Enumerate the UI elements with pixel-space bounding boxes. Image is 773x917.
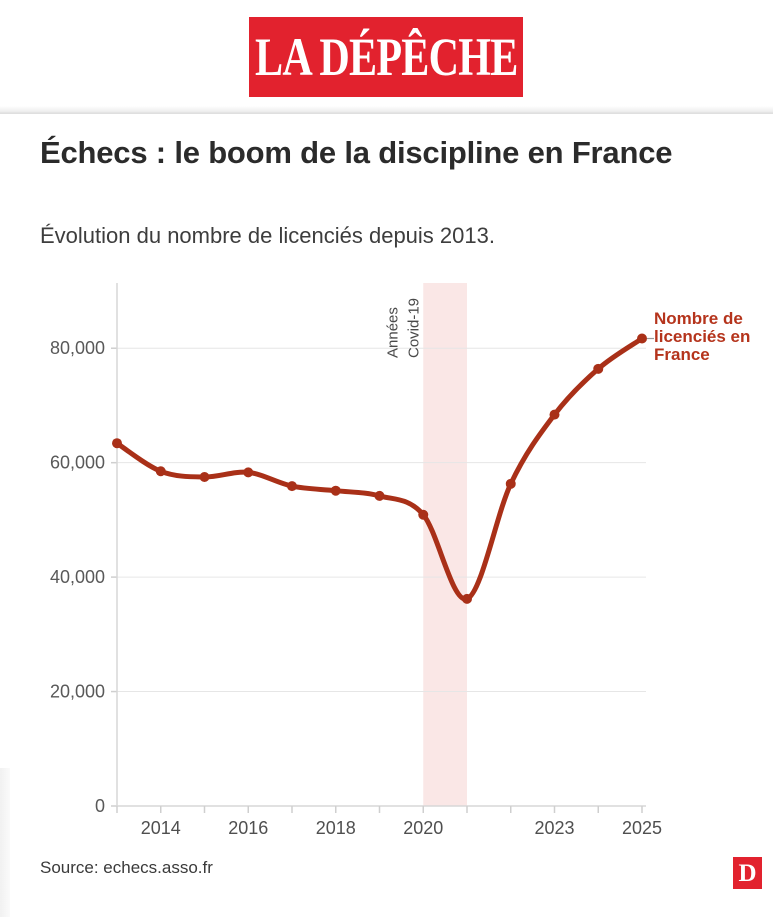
data-point-2025 — [637, 333, 647, 344]
covid-band — [423, 283, 467, 806]
series-line-path — [114, 336, 645, 602]
page-title: Échecs : le boom de la discipline en Fra… — [40, 135, 673, 170]
header-divider — [0, 106, 773, 114]
data-point-2020 — [418, 509, 429, 520]
data-point-2022 — [505, 478, 516, 489]
x-axis-tick-label: 2023 — [534, 818, 574, 838]
chart-svg: 0 20,000 40,000 60,000 80,000 2014 2016 2018 202… — [50, 283, 662, 838]
data-point-2019 — [374, 490, 385, 501]
data-point-2016 — [243, 467, 254, 478]
y-axis-tick-label: 40,000 — [50, 567, 105, 587]
x-axis-tick-label: 2020 — [403, 818, 443, 838]
data-point-2023 — [549, 409, 560, 420]
y-axis-tick-label: 0 — [95, 796, 105, 816]
x-axis-tick-label: 2016 — [228, 818, 268, 838]
ladepeche-logo: LA DÉPÊCHE — [249, 17, 523, 97]
data-point-2017 — [287, 481, 297, 492]
series-end-label: Nombre de licenciés en France — [654, 309, 751, 364]
data-point-2021 — [462, 593, 472, 604]
y-axis-tick-label: 80,000 — [50, 338, 105, 358]
data-point-2013 — [112, 438, 122, 449]
data-point-2024 — [593, 363, 604, 374]
data-point-2014 — [155, 466, 166, 477]
covid-band-label: Covid-19 — [405, 298, 422, 358]
x-axis-tick-label: 2018 — [316, 818, 356, 838]
x-axis-tick-label: 2025 — [622, 818, 662, 838]
covid-band-label: Années — [384, 307, 401, 358]
line-chart: 0 20,000 40,000 60,000 80,000 2014 2016 2018 202… — [0, 273, 773, 853]
ladepeche-logo-text: LA DÉPÊCHE — [254, 27, 518, 87]
x-axis-tick-label: 2014 — [141, 818, 181, 838]
y-axis-tick-label: 60,000 — [50, 453, 105, 473]
source-caption: Source: echecs.asso.fr — [40, 858, 213, 877]
d-logo-letter: D — [738, 859, 757, 887]
data-point-2018 — [330, 485, 341, 496]
y-axis-tick-label: 20,000 — [50, 682, 105, 702]
ladepeche-d-icon: D — [733, 857, 762, 889]
data-point-2015 — [199, 471, 210, 482]
left-edge-scrollbar-fragment — [0, 768, 10, 917]
page-subtitle: Évolution du nombre de licenciés depuis … — [40, 223, 495, 248]
